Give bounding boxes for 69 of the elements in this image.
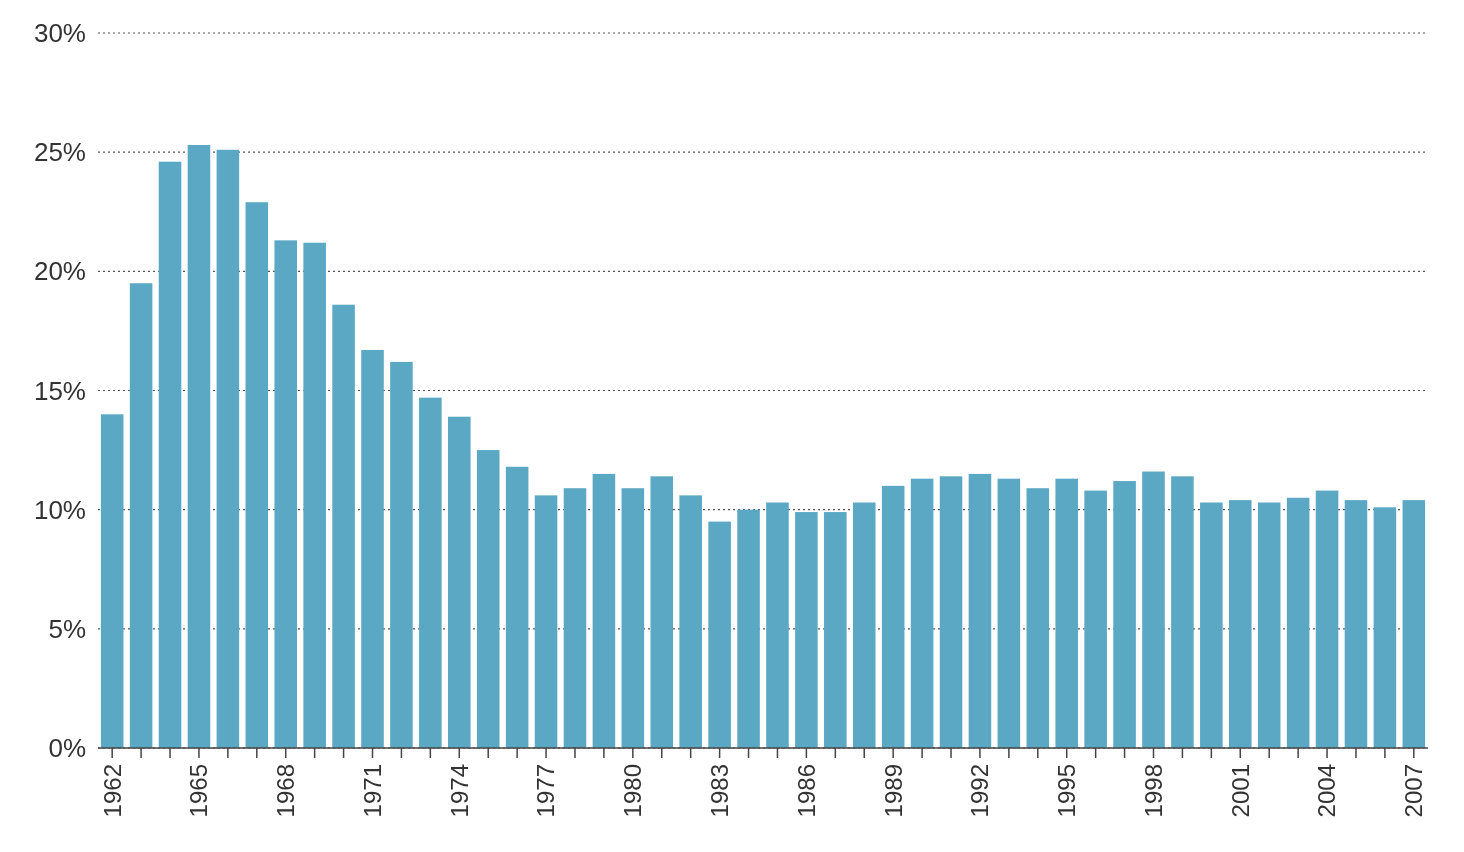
bar <box>1402 500 1426 748</box>
bar <box>824 512 847 748</box>
y-tick-label: 0% <box>48 733 86 764</box>
y-tick-label: 15% <box>33 375 86 406</box>
bar <box>737 509 760 748</box>
x-tick-label: 1962 <box>98 764 126 818</box>
x-tick-label: 1983 <box>706 764 734 818</box>
bar <box>1373 507 1397 748</box>
bar <box>708 521 731 748</box>
bar <box>1257 502 1281 748</box>
bar <box>448 416 471 748</box>
y-tick-label: 10% <box>33 494 86 525</box>
bar <box>910 478 934 748</box>
x-tick-label: 1965 <box>185 764 213 818</box>
x-tick-label: 1977 <box>532 764 560 818</box>
bar <box>997 478 1021 748</box>
x-tick-label: 1986 <box>792 764 820 818</box>
bar <box>939 476 963 748</box>
bar <box>158 161 182 748</box>
bar <box>332 304 355 748</box>
y-tick-label: 20% <box>33 256 86 287</box>
bar <box>881 485 905 748</box>
bar <box>1228 500 1252 748</box>
x-tick-label: 2007 <box>1400 764 1428 818</box>
x-tick-label: 1971 <box>358 764 386 818</box>
x-tick-label: 1989 <box>879 764 907 818</box>
bar <box>592 473 616 748</box>
x-tick-label: 1968 <box>272 764 300 818</box>
bar <box>505 466 529 748</box>
bar <box>795 512 818 748</box>
bar <box>476 450 500 748</box>
bar <box>1026 488 1050 748</box>
bar <box>766 502 789 748</box>
bar <box>1200 502 1223 748</box>
bar <box>621 488 645 748</box>
x-tick-label: 1992 <box>966 764 994 818</box>
bar <box>852 502 876 748</box>
bar <box>1315 490 1339 748</box>
y-tick-label: 5% <box>48 613 86 644</box>
bar <box>1286 497 1310 748</box>
y-tick-label: 30% <box>33 18 86 49</box>
x-tick-label: 1995 <box>1053 764 1081 818</box>
bar <box>1344 500 1368 748</box>
bar <box>390 361 413 748</box>
bar <box>1084 490 1107 748</box>
x-tick-label: 1980 <box>619 764 647 818</box>
x-tick-label: 1974 <box>445 764 473 818</box>
bar <box>1055 478 1078 748</box>
x-tick-label: 1998 <box>1139 764 1167 818</box>
bar <box>245 202 269 748</box>
bar <box>274 240 298 748</box>
x-tick-label: 2004 <box>1313 764 1341 818</box>
bar <box>100 414 124 748</box>
x-tick-label: 2001 <box>1226 764 1254 818</box>
bar <box>187 145 211 748</box>
bar <box>129 283 153 748</box>
bar <box>419 397 442 748</box>
bar <box>679 495 702 748</box>
bar <box>1142 471 1165 748</box>
bar <box>1171 476 1194 748</box>
bar <box>303 242 326 748</box>
y-tick-label: 25% <box>33 137 86 168</box>
bar <box>216 149 240 748</box>
bar <box>968 473 992 748</box>
bar <box>534 495 558 748</box>
bar <box>361 349 384 748</box>
bar <box>563 488 587 748</box>
bar <box>1113 481 1136 748</box>
bar <box>650 476 674 748</box>
